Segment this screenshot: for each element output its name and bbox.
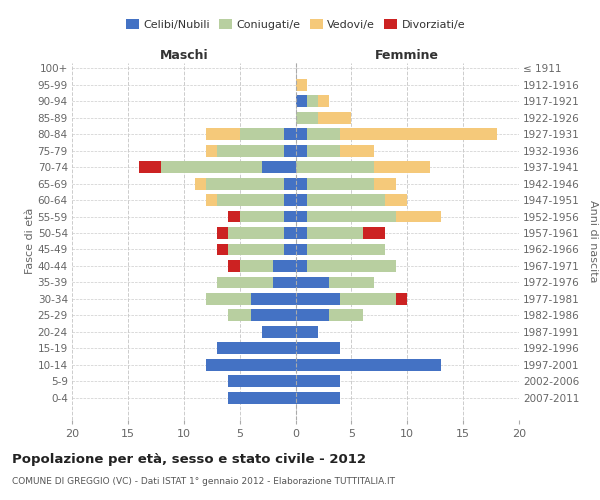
Bar xyxy=(251,310,296,322)
Bar xyxy=(217,244,229,256)
Bar xyxy=(217,276,273,288)
Bar xyxy=(296,194,307,206)
Bar xyxy=(307,178,374,190)
Bar xyxy=(307,227,362,239)
Bar xyxy=(284,144,296,156)
Bar xyxy=(307,210,396,222)
Bar xyxy=(239,210,284,222)
Bar xyxy=(296,359,441,371)
Bar xyxy=(296,376,340,388)
Bar xyxy=(195,178,206,190)
Text: Femmine: Femmine xyxy=(375,48,439,62)
Bar xyxy=(229,227,284,239)
Bar xyxy=(284,244,296,256)
Bar xyxy=(340,293,396,305)
Bar xyxy=(284,128,296,140)
Bar xyxy=(296,244,307,256)
Bar xyxy=(385,194,407,206)
Bar xyxy=(206,359,296,371)
Bar xyxy=(229,244,284,256)
Bar xyxy=(307,128,340,140)
Legend: Celibi/Nubili, Coniugati/e, Vedovi/e, Divorziati/e: Celibi/Nubili, Coniugati/e, Vedovi/e, Di… xyxy=(121,14,470,34)
Bar xyxy=(374,178,396,190)
Bar xyxy=(284,194,296,206)
Text: Maschi: Maschi xyxy=(160,48,208,62)
Bar xyxy=(284,210,296,222)
Bar xyxy=(217,227,229,239)
Bar xyxy=(296,342,340,354)
Bar xyxy=(296,78,307,90)
Bar xyxy=(206,178,284,190)
Bar xyxy=(229,260,239,272)
Bar xyxy=(296,178,307,190)
Bar xyxy=(296,144,307,156)
Bar xyxy=(296,210,307,222)
Bar xyxy=(340,144,374,156)
Bar xyxy=(217,194,284,206)
Bar xyxy=(229,392,296,404)
Bar xyxy=(296,95,307,107)
Bar xyxy=(296,392,340,404)
Text: Popolazione per età, sesso e stato civile - 2012: Popolazione per età, sesso e stato civil… xyxy=(12,452,366,466)
Bar xyxy=(273,276,296,288)
Y-axis label: Anni di nascita: Anni di nascita xyxy=(588,200,598,282)
Bar xyxy=(284,227,296,239)
Bar xyxy=(206,144,217,156)
Bar xyxy=(307,244,385,256)
Bar xyxy=(296,276,329,288)
Bar xyxy=(296,326,318,338)
Bar xyxy=(239,260,273,272)
Bar xyxy=(217,144,284,156)
Bar xyxy=(296,227,307,239)
Bar xyxy=(318,112,352,124)
Bar xyxy=(273,260,296,272)
Bar xyxy=(329,310,362,322)
Bar xyxy=(206,293,251,305)
Bar xyxy=(296,260,307,272)
Bar xyxy=(229,376,296,388)
Bar xyxy=(318,95,329,107)
Bar xyxy=(340,128,497,140)
Bar xyxy=(296,310,329,322)
Bar xyxy=(229,210,239,222)
Bar xyxy=(296,112,318,124)
Bar xyxy=(396,210,441,222)
Bar xyxy=(262,326,296,338)
Bar xyxy=(229,310,251,322)
Bar xyxy=(307,260,396,272)
Bar xyxy=(362,227,385,239)
Bar xyxy=(239,128,284,140)
Bar xyxy=(206,194,217,206)
Bar xyxy=(206,128,239,140)
Bar xyxy=(262,161,296,173)
Text: COMUNE DI GREGGIO (VC) - Dati ISTAT 1° gennaio 2012 - Elaborazione TUTTITALIA.IT: COMUNE DI GREGGIO (VC) - Dati ISTAT 1° g… xyxy=(12,478,395,486)
Bar xyxy=(161,161,262,173)
Bar xyxy=(374,161,430,173)
Bar xyxy=(329,276,374,288)
Bar xyxy=(296,128,307,140)
Y-axis label: Fasce di età: Fasce di età xyxy=(25,208,35,274)
Bar xyxy=(284,178,296,190)
Bar xyxy=(396,293,407,305)
Bar xyxy=(217,342,296,354)
Bar xyxy=(307,95,318,107)
Bar xyxy=(307,194,385,206)
Bar xyxy=(307,144,340,156)
Bar xyxy=(296,293,340,305)
Bar xyxy=(296,161,374,173)
Bar xyxy=(139,161,161,173)
Bar xyxy=(251,293,296,305)
